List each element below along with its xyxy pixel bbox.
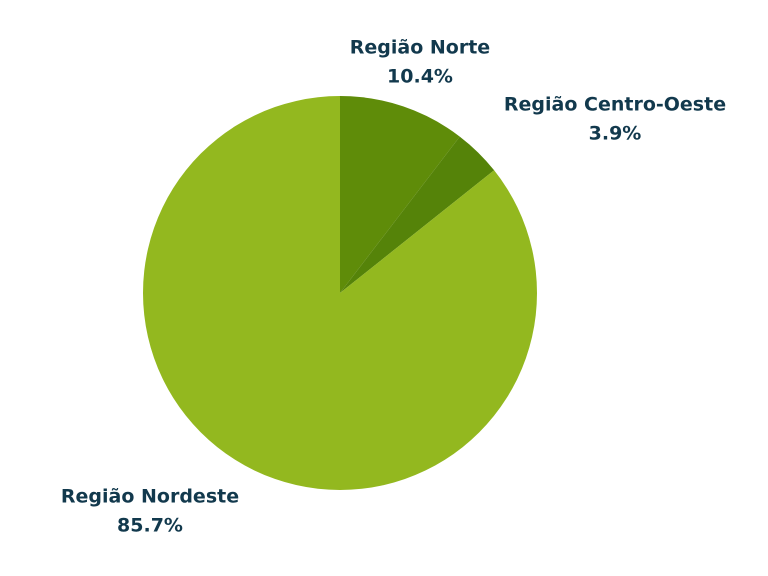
- slice-label: Região Centro-Oeste: [504, 94, 726, 116]
- pie-slice: [340, 136, 495, 293]
- pie-slice: [142, 96, 537, 491]
- slice-label: Região Norte: [350, 37, 490, 59]
- pie-slice: [340, 96, 460, 293]
- slice-value-label: 10.4%: [387, 66, 453, 88]
- slice-label: Região Nordeste: [61, 486, 239, 508]
- slice-value-label: 85.7%: [117, 515, 183, 537]
- slice-value-label: 3.9%: [589, 123, 642, 145]
